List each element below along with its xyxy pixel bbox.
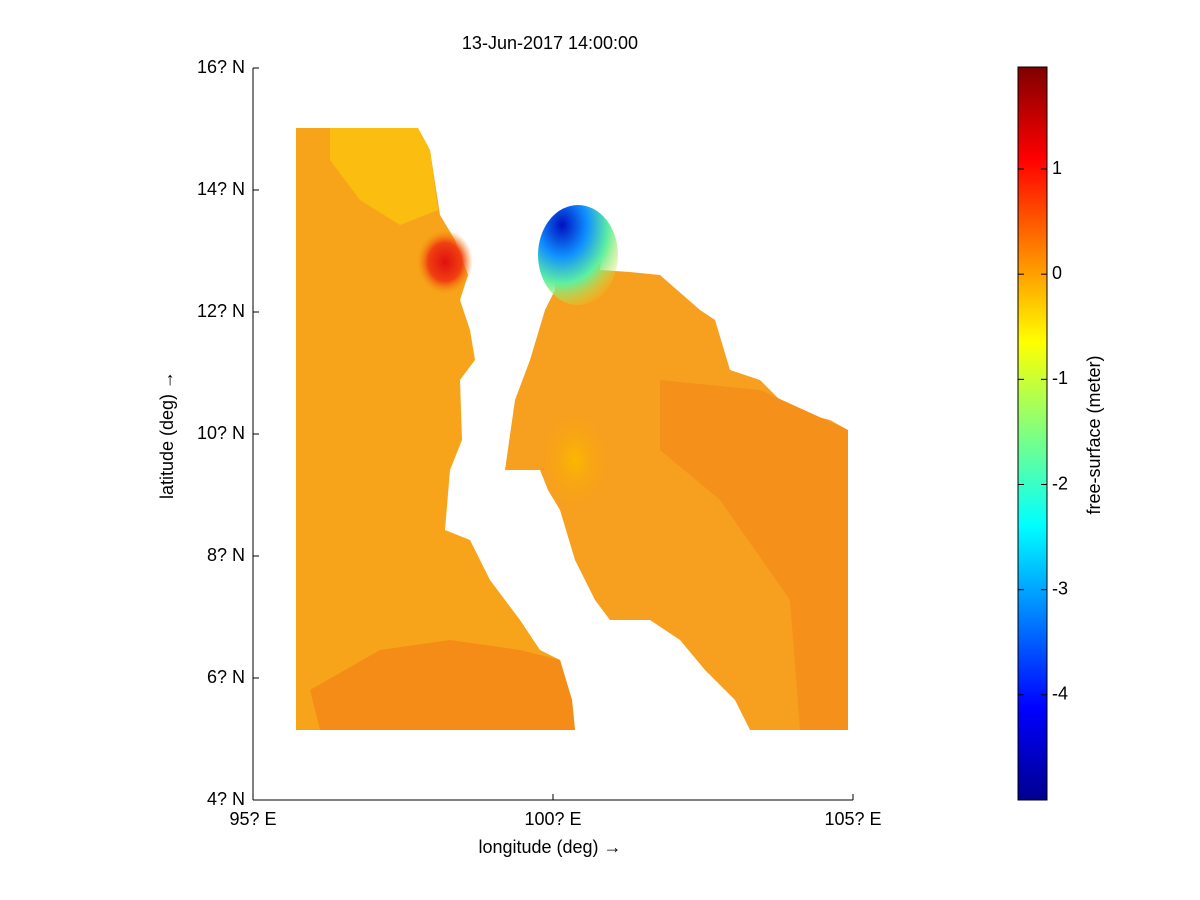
y-tick-label: 12? N <box>197 301 245 321</box>
yellow-patch <box>540 410 610 510</box>
blue-patch <box>538 205 618 305</box>
y-tick-label: 4? N <box>207 789 245 809</box>
west-lower <box>310 640 575 730</box>
red-patch <box>417 230 473 294</box>
east-region <box>505 222 848 730</box>
colorbar-tick-label: -2 <box>1052 473 1068 493</box>
field <box>296 128 848 730</box>
y-tick-label: 6? N <box>207 667 245 687</box>
colorbar-tick-label: -3 <box>1052 578 1068 598</box>
colorbar-tick-label: 1 <box>1052 158 1062 178</box>
colorbar-tick-label: 0 <box>1052 263 1062 283</box>
x-tick-label: 100? E <box>524 809 581 829</box>
y-tick-label: 14? N <box>197 179 245 199</box>
chart-title: 13-Jun-2017 14:00:00 <box>462 33 638 53</box>
colorbar-tick-label: -1 <box>1052 368 1068 388</box>
y-tick-label: 10? N <box>197 423 245 443</box>
y-tick-label: 16? N <box>197 57 245 77</box>
y-axis-label: latitude (deg) → <box>157 371 177 499</box>
east-lower <box>660 380 848 730</box>
west-region <box>296 128 575 730</box>
colorbar <box>1017 66 1048 801</box>
colorbar-label: free-surface (meter) <box>1084 355 1104 514</box>
x-tick-label: 95? E <box>229 809 276 829</box>
x-tick-label: 105? E <box>824 809 881 829</box>
x-axis-label: longitude (deg) → <box>478 837 621 857</box>
y-tick-label: 8? N <box>207 545 245 565</box>
west-upper <box>330 128 438 225</box>
colorbar-tick-label: -4 <box>1052 684 1068 704</box>
